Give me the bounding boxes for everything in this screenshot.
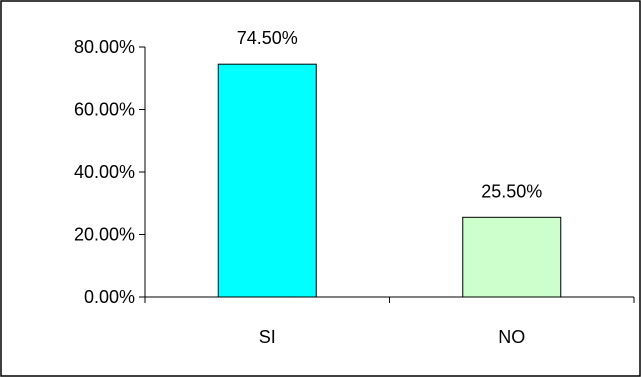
data-label: 25.50%	[481, 181, 542, 201]
y-tick-label: 80.00%	[74, 37, 135, 57]
x-category-label: NO	[498, 327, 525, 347]
bars	[217, 63, 562, 298]
y-tick-label: 60.00%	[74, 100, 135, 120]
data-label: 74.50%	[237, 28, 298, 48]
x-category-label: SI	[259, 327, 276, 347]
bar-no	[462, 216, 562, 298]
y-tick-label: 0.00%	[84, 287, 135, 307]
labels: 74.50% SI 25.50% NO	[237, 28, 543, 347]
y-tick-label: 40.00%	[74, 162, 135, 182]
bar-si	[217, 63, 317, 298]
y-tick-label: 20.00%	[74, 225, 135, 245]
